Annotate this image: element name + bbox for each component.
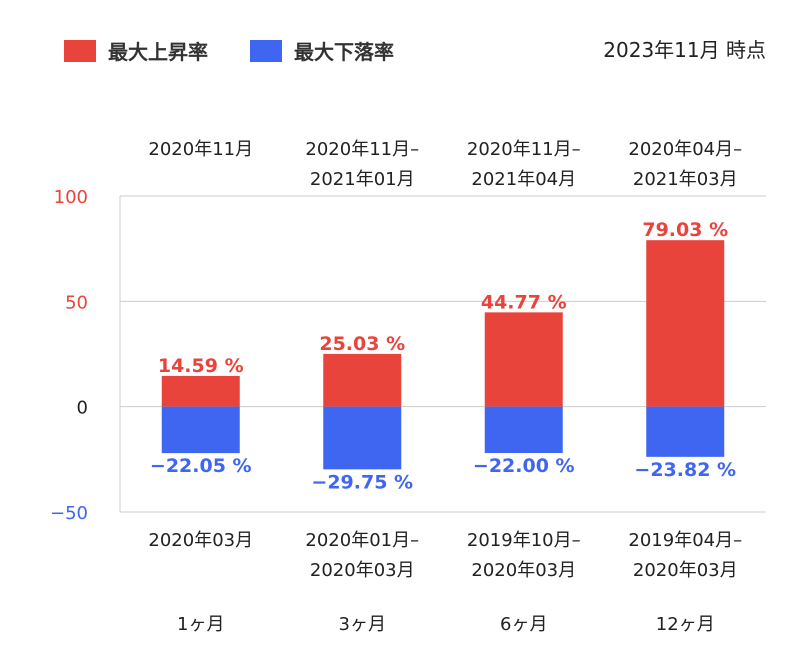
data-label-fall: −29.75 % [311, 471, 413, 493]
data-label-rise: 14.59 % [158, 355, 244, 377]
rise-period-label: 2020年11月– [305, 139, 419, 160]
rise-period-label: 2020年11月– [467, 139, 581, 160]
legend-item-rise: 最大上昇率 [64, 36, 208, 65]
category-label: 1ヶ月 [177, 614, 224, 635]
y-tick-label: 0 [77, 398, 88, 419]
category-label: 6ヶ月 [500, 614, 547, 635]
bar-fall [646, 406, 725, 457]
rise-period-label: 2021年04月 [471, 169, 576, 190]
bar-rise [484, 312, 563, 407]
category-label: 3ヶ月 [339, 614, 386, 635]
data-label-fall: −23.82 % [634, 459, 736, 481]
bar-rise [646, 240, 725, 407]
fall-period-label: 2020年03月 [310, 560, 415, 581]
data-label-rise: 44.77 % [481, 291, 567, 313]
bar-fall [484, 406, 563, 454]
rise-period-label: 2020年04月– [628, 139, 742, 160]
fall-period-label: 2020年03月 [633, 560, 738, 581]
legend-label-fall: 最大下落率 [294, 40, 394, 64]
rise-period-label: 2021年03月 [633, 169, 738, 190]
legend-item-fall: 最大下落率 [250, 36, 394, 65]
category-label: 12ヶ月 [656, 614, 715, 635]
fall-period-label: 2020年01月– [305, 530, 419, 551]
y-tick-label: −50 [50, 503, 88, 524]
legend-swatch-rise [64, 39, 96, 62]
bar-rise [323, 353, 402, 407]
fall-period-label: 2020年03月 [471, 560, 576, 581]
rise-period-label: 2021年01月 [310, 169, 415, 190]
legend-swatch-fall [250, 39, 282, 62]
rise-period-label: 2020年11月 [148, 139, 253, 160]
legend-label-rise: 最大上昇率 [108, 40, 208, 64]
fall-period-label: 2019年04月– [628, 530, 742, 551]
y-tick-label: 100 [54, 187, 88, 208]
bar-fall [161, 406, 240, 454]
data-label-rise: 79.03 % [642, 219, 728, 241]
bar-rise [161, 375, 240, 407]
bar-fall [323, 406, 402, 470]
fall-period-label: 2020年03月 [148, 530, 253, 551]
data-label-rise: 25.03 % [319, 333, 405, 355]
as-of-date: 2023年11月 時点 [603, 38, 766, 62]
data-label-fall: −22.00 % [473, 455, 575, 477]
data-label-fall: −22.05 % [150, 455, 252, 477]
fall-period-label: 2019年10月– [467, 530, 581, 551]
legend: 最大上昇率 最大下落率 [64, 36, 394, 65]
y-tick-label: 50 [65, 292, 88, 313]
